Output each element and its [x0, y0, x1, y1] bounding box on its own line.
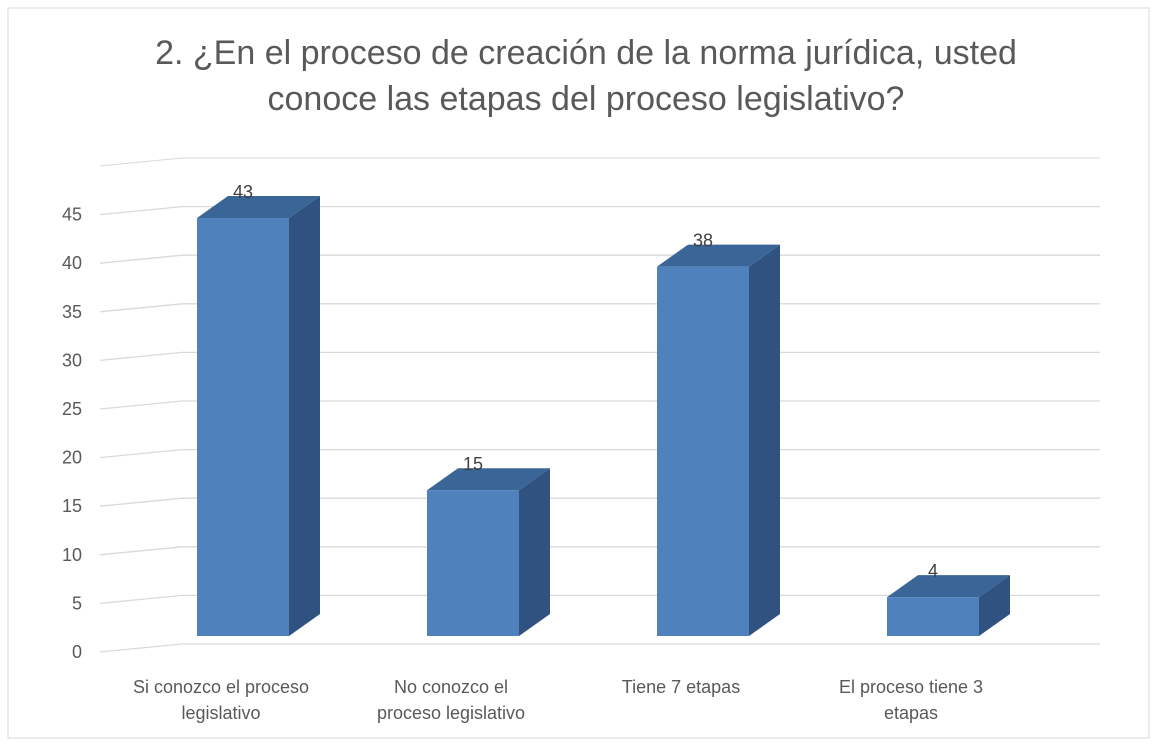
- y-tick-label: 0: [72, 642, 82, 662]
- y-tick-label: 20: [62, 448, 82, 468]
- grid-line: [99, 643, 183, 653]
- grid-line: [99, 254, 183, 264]
- y-tick-label: 45: [62, 205, 82, 225]
- grid-line: [99, 400, 183, 410]
- bar: [427, 490, 519, 636]
- bar: [197, 218, 289, 637]
- bar: [887, 597, 979, 636]
- wall-top: [99, 157, 183, 167]
- bar-side: [979, 575, 1010, 636]
- y-tick-label: 25: [62, 399, 82, 419]
- data-label: 43: [233, 182, 253, 202]
- x-tick-label: El proceso tiene 3 etapas: [838, 677, 984, 723]
- bar-side: [289, 196, 320, 637]
- grid-line: [99, 448, 183, 459]
- y-tick-label: 35: [62, 302, 82, 322]
- y-tick-label: 10: [62, 545, 82, 565]
- data-label: 4: [928, 561, 938, 581]
- bar-top: [197, 196, 320, 219]
- grid-line: [99, 303, 183, 313]
- x-tick-label: Tiene 7 etapas: [621, 677, 741, 697]
- grid-line: [99, 351, 183, 362]
- bar-top: [887, 575, 1010, 598]
- y-tick-label: 5: [72, 593, 82, 613]
- bar-side: [519, 468, 550, 636]
- bar-top: [427, 468, 550, 491]
- y-tick-label: 30: [62, 350, 82, 370]
- y-tick-label: 40: [62, 253, 82, 273]
- bar: [657, 266, 749, 636]
- x-tick-label: Si conozco el proceso legislativo: [132, 677, 310, 723]
- data-label: 15: [463, 454, 483, 474]
- chart-title: 2. ¿En el proceso de creación de la norm…: [155, 34, 1017, 118]
- y-tick-label: 15: [62, 496, 82, 516]
- bar-side: [749, 244, 780, 636]
- x-tick-label: No conozco el proceso legislativo: [376, 677, 526, 723]
- bar-top: [657, 244, 780, 267]
- grid-line: [99, 546, 183, 556]
- data-label: 38: [693, 231, 713, 251]
- grid-line: [99, 497, 183, 507]
- grid-line: [99, 205, 183, 216]
- grid-line: [99, 594, 183, 605]
